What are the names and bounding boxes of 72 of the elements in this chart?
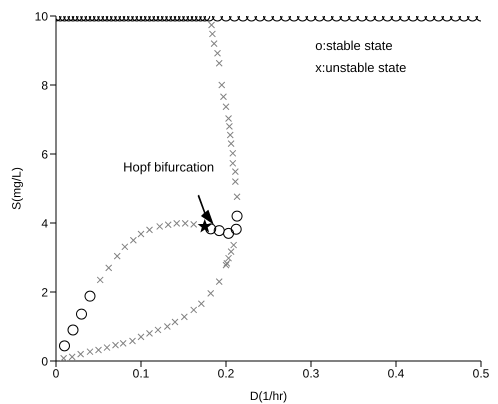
point xyxy=(230,224,242,235)
point xyxy=(59,340,70,352)
point xyxy=(216,60,223,67)
point xyxy=(226,132,234,139)
x-axis-title: D(1/hr) xyxy=(250,389,288,403)
point xyxy=(198,220,211,232)
point xyxy=(172,318,178,326)
point xyxy=(228,248,235,256)
x-tick-label: 0.1 xyxy=(132,366,150,381)
point xyxy=(223,260,230,267)
point xyxy=(232,210,243,222)
point xyxy=(76,308,87,320)
x-tick-label: 0.4 xyxy=(388,366,405,381)
point xyxy=(234,193,241,200)
y-tick-label: 8 xyxy=(41,78,48,92)
point xyxy=(156,222,164,230)
point xyxy=(214,225,225,236)
point xyxy=(164,323,171,330)
point xyxy=(154,326,162,334)
point xyxy=(121,243,128,250)
point xyxy=(220,93,227,100)
point xyxy=(214,50,221,57)
point xyxy=(207,290,214,297)
point xyxy=(225,114,232,122)
y-tick-label: 6 xyxy=(41,147,48,162)
point xyxy=(96,276,104,284)
point xyxy=(130,236,137,244)
x-tick-label: 0.3 xyxy=(302,366,320,381)
point xyxy=(68,324,78,336)
point xyxy=(228,140,235,148)
point xyxy=(105,264,112,272)
y-axis-title: S(mg/L) xyxy=(9,167,24,210)
point xyxy=(226,122,233,130)
point xyxy=(225,254,232,262)
point xyxy=(84,290,96,302)
point xyxy=(86,348,94,356)
x-tick-label: 0.5 xyxy=(472,366,490,381)
x-tick-label: 0 xyxy=(52,366,60,381)
y-tick-label: 2 xyxy=(41,285,48,300)
point xyxy=(129,337,136,344)
point xyxy=(208,30,216,38)
point xyxy=(138,230,144,238)
point xyxy=(222,262,230,269)
point xyxy=(210,40,218,48)
point xyxy=(232,178,239,186)
point xyxy=(223,228,234,239)
point xyxy=(218,82,226,88)
annotation: o:stable state xyxy=(315,38,393,53)
annotation: x:unstable state xyxy=(315,60,406,75)
point xyxy=(208,21,216,28)
point xyxy=(95,346,102,354)
point xyxy=(198,300,205,308)
point xyxy=(229,160,236,167)
point xyxy=(229,150,236,157)
point xyxy=(216,278,223,286)
point xyxy=(104,344,110,352)
x-tick-label: 0.2 xyxy=(218,366,235,381)
y-tick-label: 4 xyxy=(41,216,48,230)
point xyxy=(138,333,144,340)
point xyxy=(222,103,230,110)
point xyxy=(180,313,188,320)
point xyxy=(146,226,153,234)
y-tick-label: 10 xyxy=(34,9,48,24)
point xyxy=(230,242,238,249)
y-tick-label: 0 xyxy=(41,354,48,368)
point xyxy=(114,252,121,260)
point xyxy=(232,168,239,176)
point xyxy=(77,350,84,358)
point xyxy=(146,330,153,337)
point xyxy=(205,223,216,234)
annotation: Hopf bifurcation xyxy=(123,159,214,174)
point xyxy=(190,306,198,314)
